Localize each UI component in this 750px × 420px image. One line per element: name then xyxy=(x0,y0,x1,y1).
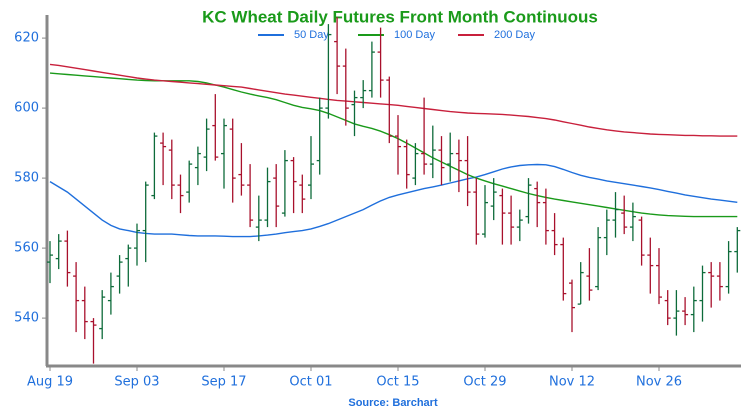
x-tick-label: Sep 17 xyxy=(201,375,246,390)
legend-label: 50 Day xyxy=(294,29,329,41)
legend-label: 100 Day xyxy=(394,29,435,41)
x-tick-label: Nov 26 xyxy=(636,375,682,390)
ma-line xyxy=(49,63,738,137)
x-tick-label: Sep 03 xyxy=(114,375,159,390)
x-tick-label: Oct 01 xyxy=(289,375,332,390)
x-tick-label: Oct 29 xyxy=(463,375,506,390)
x-tick-label: Aug 19 xyxy=(27,375,73,390)
y-tick-label: 580 xyxy=(14,171,39,186)
y-tick-label: 600 xyxy=(14,101,39,116)
y-tick-label: 620 xyxy=(14,31,39,46)
x-tick-label: Oct 15 xyxy=(376,375,419,390)
chart-title: KC Wheat Daily Futures Front Month Conti… xyxy=(202,7,598,26)
source: Source: Barchart xyxy=(348,397,438,409)
ma-line xyxy=(49,163,738,238)
legend-label: 200 Day xyxy=(494,29,535,41)
y-tick-label: 540 xyxy=(14,311,39,326)
x-tick-label: Nov 12 xyxy=(549,375,595,390)
y-tick-label: 560 xyxy=(14,241,39,256)
